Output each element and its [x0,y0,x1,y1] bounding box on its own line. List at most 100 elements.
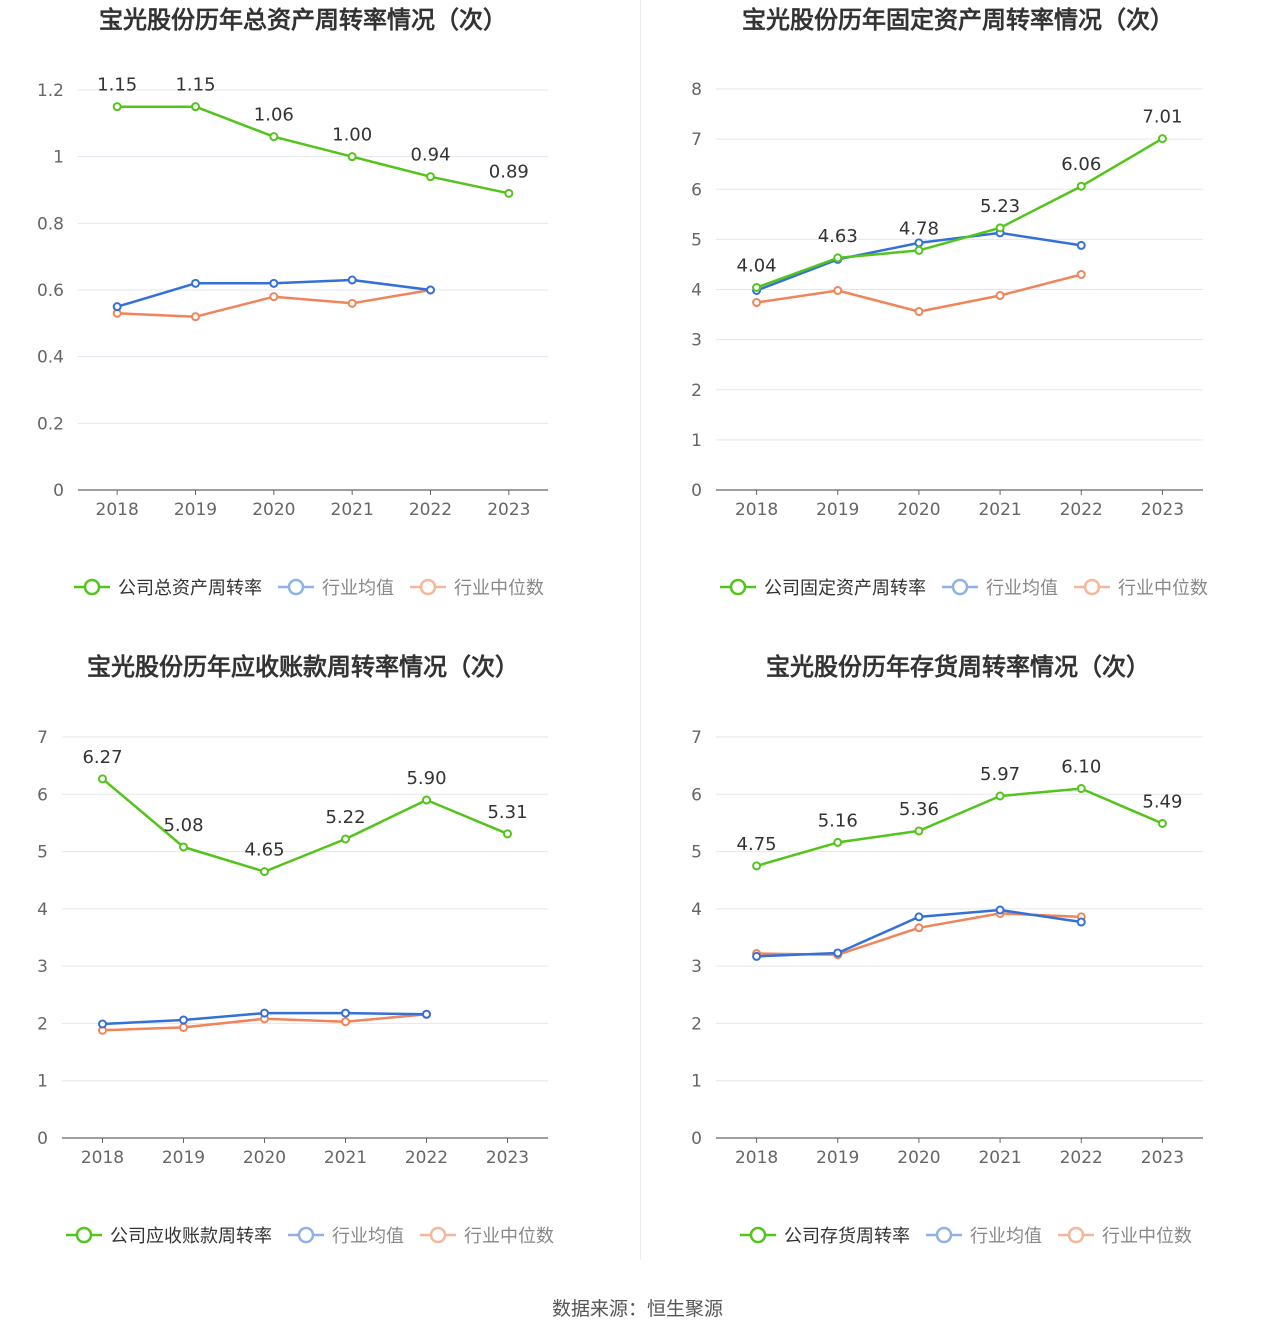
y-tick-label: 7 [37,728,48,748]
data-point-avg [833,948,843,958]
y-tick-label: 6 [691,785,702,805]
y-tick-label: 2 [691,381,702,401]
data-label: 5.23 [980,196,1020,217]
y-tick-label: 1.2 [37,81,64,101]
data-point-company [191,102,200,112]
y-tick-label: 4 [691,900,702,920]
data-label: 5.08 [163,815,203,836]
y-tick-label: 3 [691,957,702,977]
y-tick-label: 1 [53,148,64,168]
x-tick-label: 2023 [486,1148,529,1168]
x-tick-label: 2023 [487,500,530,520]
data-point-avg [914,238,924,248]
data-label: 6.10 [1061,757,1101,778]
y-tick-label: 3 [691,331,702,351]
chart-title: 宝光股份历年存货周转率情况（次） [766,653,1150,681]
x-tick-label: 2023 [1141,1148,1184,1168]
data-point-avg [1076,917,1086,927]
data-point-avg [426,285,435,295]
legend-swatch-marker [75,1226,93,1244]
data-label: 6.27 [82,747,122,768]
x-tick-label: 2022 [405,1148,448,1168]
x-tick-label: 2020 [897,500,940,520]
y-tick-label: 0 [691,1129,702,1149]
legend-item-label: 行业均值 [332,1226,404,1247]
chart-panel-2: 宝光股份历年固定资产周转率情况（次） 0 1 2 3 4 5 6 7 8 2018 2019 2020 2… [691,6,1208,599]
data-point-company [260,867,269,877]
data-label: 0.94 [410,145,450,166]
data-point-company [914,826,924,836]
x-tick-label: 2019 [816,1148,859,1168]
x-tick-label: 2019 [162,1148,205,1168]
x-tick-label: 2021 [324,1148,367,1168]
data-point-median [752,298,762,308]
data-label: 5.90 [406,768,446,789]
series-line-company [756,787,1163,868]
chart-panel-4: 宝光股份历年存货周转率情况（次） 0 1 2 3 4 5 6 7 2018 2019 2020 2021… [691,653,1203,1247]
x-tick-label: 2018 [96,500,139,520]
legend-swatch-marker [935,1226,953,1244]
data-point-median [995,291,1005,301]
series-line-company [101,777,508,873]
data-label: 1.15 [175,75,215,96]
legend-item-label: 行业均值 [986,578,1058,599]
data-label: 1.00 [332,125,372,146]
data-label: 5.36 [899,799,939,820]
y-tick-label: 1 [691,1072,702,1092]
y-tick-label: 0.2 [37,414,64,434]
legend-swatch-marker [1083,578,1101,596]
data-label: 1.06 [254,105,294,126]
data-point-median [191,312,200,322]
data-point-company [504,188,514,198]
data-point-company [426,172,435,182]
y-tick-label: 0.4 [37,348,64,368]
series-line-company [117,105,510,195]
data-point-median [347,298,357,308]
x-tick-label: 2018 [81,1148,124,1168]
data-label: 1.15 [97,75,137,96]
data-label: 4.65 [244,840,284,861]
data-label: 5.31 [487,802,527,823]
data-label: 7.01 [1142,107,1182,128]
y-tick-label: 2 [691,1014,702,1034]
data-point-company [995,791,1005,801]
legend-item-label: 公司应收账款周转率 [110,1226,272,1247]
data-point-company [833,253,843,263]
y-tick-label: 1 [691,431,702,451]
x-tick-label: 2021 [978,500,1021,520]
y-tick-label: 0 [691,481,702,501]
x-tick-label: 2023 [1141,500,1184,520]
y-tick-label: 3 [37,957,48,977]
legend-item-label: 公司固定资产周转率 [764,578,926,599]
data-label: 5.97 [980,764,1020,785]
vertical-divider [640,0,641,1260]
data-point-median [833,286,843,296]
data-point-company [752,282,762,292]
y-tick-label: 2 [37,1014,48,1034]
data-point-company [179,842,188,852]
chart-title: 宝光股份历年固定资产周转率情况（次） [742,6,1174,34]
legend-item-label: 行业中位数 [454,578,544,599]
y-tick-label: 0 [37,1129,48,1149]
data-point-median [1076,269,1086,279]
y-tick-label: 5 [691,230,702,250]
legend-swatch-marker [749,1226,767,1244]
data-point-company [112,102,122,112]
x-tick-label: 2020 [243,1148,286,1168]
x-tick-label: 2018 [735,1148,778,1168]
y-tick-label: 1 [37,1072,48,1092]
x-tick-label: 2019 [816,500,859,520]
data-point-avg [914,912,924,922]
data-point-avg [752,951,762,961]
data-point-median [269,292,279,302]
data-label: 0.89 [489,161,529,182]
data-point-avg [341,1008,350,1018]
y-tick-label: 8 [691,80,702,100]
y-tick-label: 7 [691,130,702,150]
data-point-company [422,795,431,805]
legend-swatch-marker [729,578,747,596]
data-point-company [914,245,924,255]
data-point-company [1076,784,1086,794]
data-label: 4.63 [818,226,858,247]
